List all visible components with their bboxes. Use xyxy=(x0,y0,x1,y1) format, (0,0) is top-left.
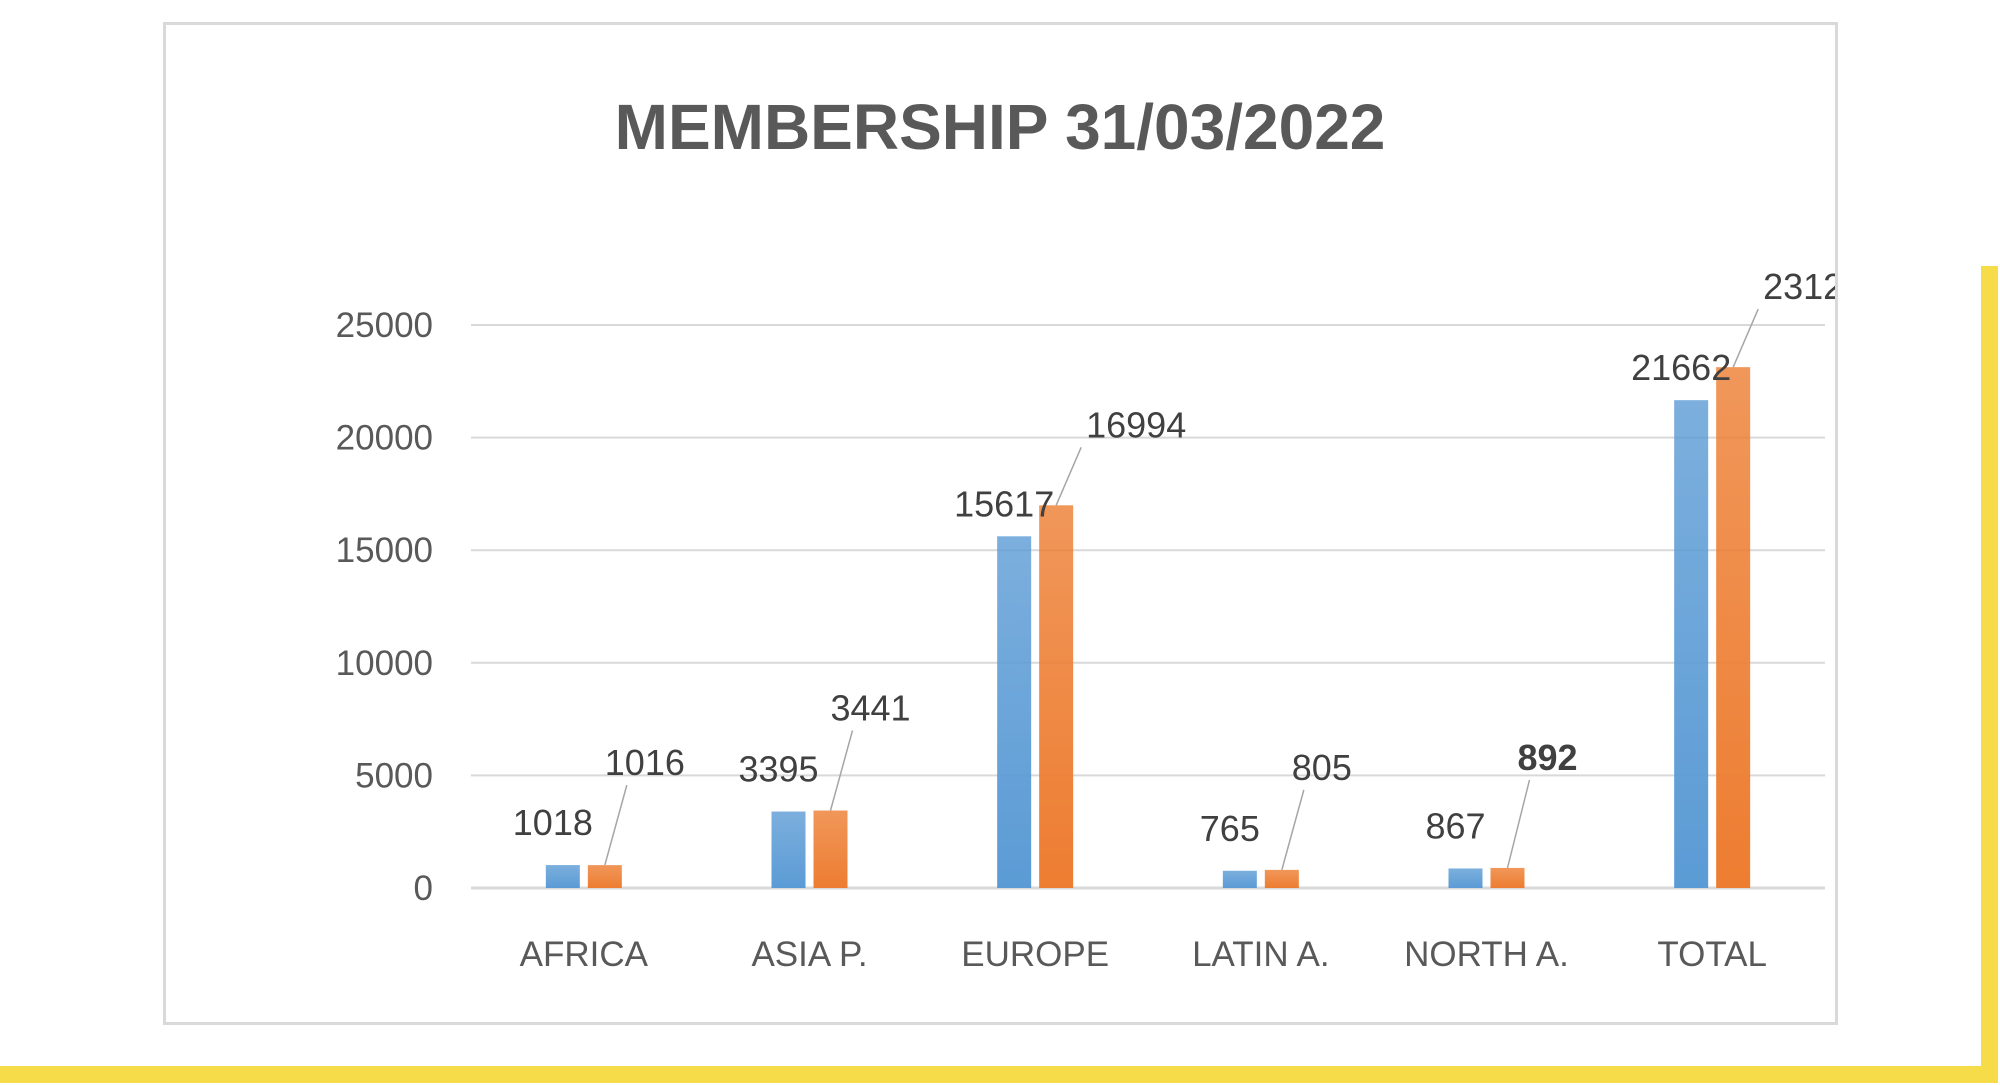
bar xyxy=(1674,400,1709,888)
y-axis-ticks: 0 5000 10000 15000 20000 25000 xyxy=(336,306,433,908)
leader-line xyxy=(1055,446,1082,506)
y-tick-label: 20000 xyxy=(336,419,433,458)
y-tick-label: 25000 xyxy=(336,306,433,345)
bar xyxy=(1222,870,1257,888)
data-label: 21662 xyxy=(1631,347,1731,388)
chart-container: MEMBERSHIP 31/03/2022 0 5000 10000 15000 200… xyxy=(163,22,1838,1025)
bars xyxy=(545,367,1751,888)
bar xyxy=(587,865,622,888)
data-label: 3395 xyxy=(738,749,818,790)
leader-lines xyxy=(604,308,1759,871)
y-tick-label: 10000 xyxy=(336,644,433,683)
x-tick-label: ASIA P. xyxy=(751,935,867,974)
bar-chart: MEMBERSHIP 31/03/2022 0 5000 10000 15000 200… xyxy=(336,91,1835,974)
bar xyxy=(813,810,848,888)
x-tick-label: NORTH A. xyxy=(1404,935,1569,974)
accent-bar-bottom xyxy=(0,1066,1998,1083)
x-axis-ticks: AFRICA ASIA P. EUROPE LATIN A. NORTH A. TOTAL xyxy=(520,935,1767,974)
x-tick-label: EUROPE xyxy=(961,935,1109,974)
leader-line xyxy=(604,784,628,866)
x-tick-label: TOTAL xyxy=(1657,935,1767,974)
data-label: 15617 xyxy=(954,483,1054,524)
y-tick-label: 15000 xyxy=(336,531,433,570)
data-label: 3441 xyxy=(830,688,910,729)
chart-title: MEMBERSHIP 31/03/2022 xyxy=(615,91,1386,163)
bar xyxy=(1448,868,1483,888)
data-label: 765 xyxy=(1200,808,1260,849)
bar xyxy=(1490,867,1525,888)
x-tick-label: LATIN A. xyxy=(1192,935,1329,974)
leader-line xyxy=(829,730,854,811)
data-label: 1016 xyxy=(605,742,685,783)
data-labels: 1018 1016 3395 3441 15617 16994 765 805 867 892 21… xyxy=(513,266,1835,849)
data-label: 805 xyxy=(1292,747,1352,788)
data-label: 23128 xyxy=(1763,266,1835,307)
leader-line xyxy=(1506,779,1531,869)
x-tick-label: AFRICA xyxy=(520,935,649,974)
leader-line xyxy=(1281,789,1305,871)
gridlines xyxy=(471,324,1825,890)
data-label: 1018 xyxy=(513,802,593,843)
data-label: 892 xyxy=(1517,737,1577,778)
data-label: 867 xyxy=(1425,805,1485,846)
y-tick-label: 0 xyxy=(414,869,433,908)
bar xyxy=(997,536,1032,888)
bar xyxy=(1716,367,1751,888)
leader-line xyxy=(1732,308,1759,368)
y-tick-label: 5000 xyxy=(355,756,433,795)
bar xyxy=(545,865,580,888)
bar xyxy=(771,811,806,888)
bar xyxy=(1039,505,1074,888)
bar xyxy=(1264,869,1299,888)
data-label: 16994 xyxy=(1086,404,1186,445)
accent-bar-right xyxy=(1981,266,1998,1070)
